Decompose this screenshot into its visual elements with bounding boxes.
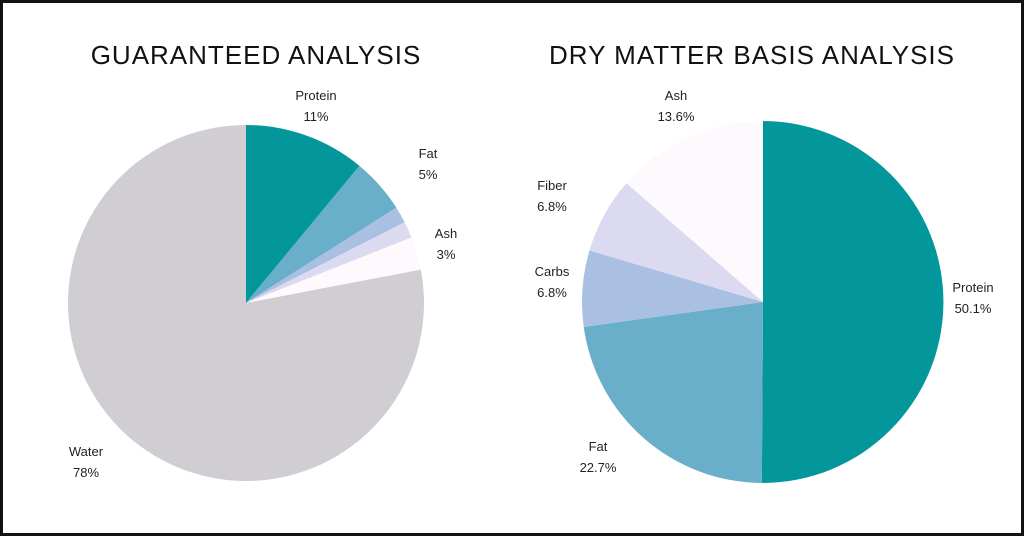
pie-slice-protein [246,125,360,303]
slice-value-fat: 5% [419,167,438,182]
slice-value-water: 78% [73,465,99,480]
slice-value-protein: 11% [303,109,328,124]
slice-value-ash: 13.6% [658,109,695,124]
pie-slice-ash [246,237,421,303]
pie-slice-protein [761,121,944,484]
pie-slice-fat [246,165,397,303]
pie-slice-carbs [246,207,405,303]
chart-title: GUARANTEED ANALYSIS [91,40,422,70]
chart-title: DRY MATTER BASIS ANALYSIS [549,40,955,70]
slice-label-protein: Protein [952,280,993,295]
pie-slice-fiber [246,222,412,303]
slice-label-fat: Fat [419,146,438,161]
pie-slice-fat [583,302,763,483]
pie-chart-1: GUARANTEED ANALYSIS Protein 11% Fat 5% Ash 3% W… [68,40,457,481]
pie-slice-ash [626,121,763,302]
slice-value-carbs: 6.8% [537,285,567,300]
slice-label-ash: Ash [435,226,457,241]
pie-slice-carbs [582,250,763,327]
slice-value-fat: 22.7% [580,460,617,475]
slice-label-fiber: Fiber [537,178,567,193]
slice-value-fiber: 6.8% [537,199,567,214]
slice-label-protein: Protein [295,88,336,103]
slice-label-carbs: Carbs [535,264,570,279]
slice-label-fat: Fat [589,439,608,454]
slice-value-protein: 50.1% [955,301,992,316]
slice-label-water: Water [69,444,104,459]
slice-value-ash: 3% [437,247,456,262]
pie-slice-fiber [589,183,763,302]
pie-chart-2: DRY MATTER BASIS ANALYSIS Protein 50.1% Fat… [535,40,994,484]
slice-label-ash: Ash [665,88,687,103]
pie-slice-water [68,125,425,481]
